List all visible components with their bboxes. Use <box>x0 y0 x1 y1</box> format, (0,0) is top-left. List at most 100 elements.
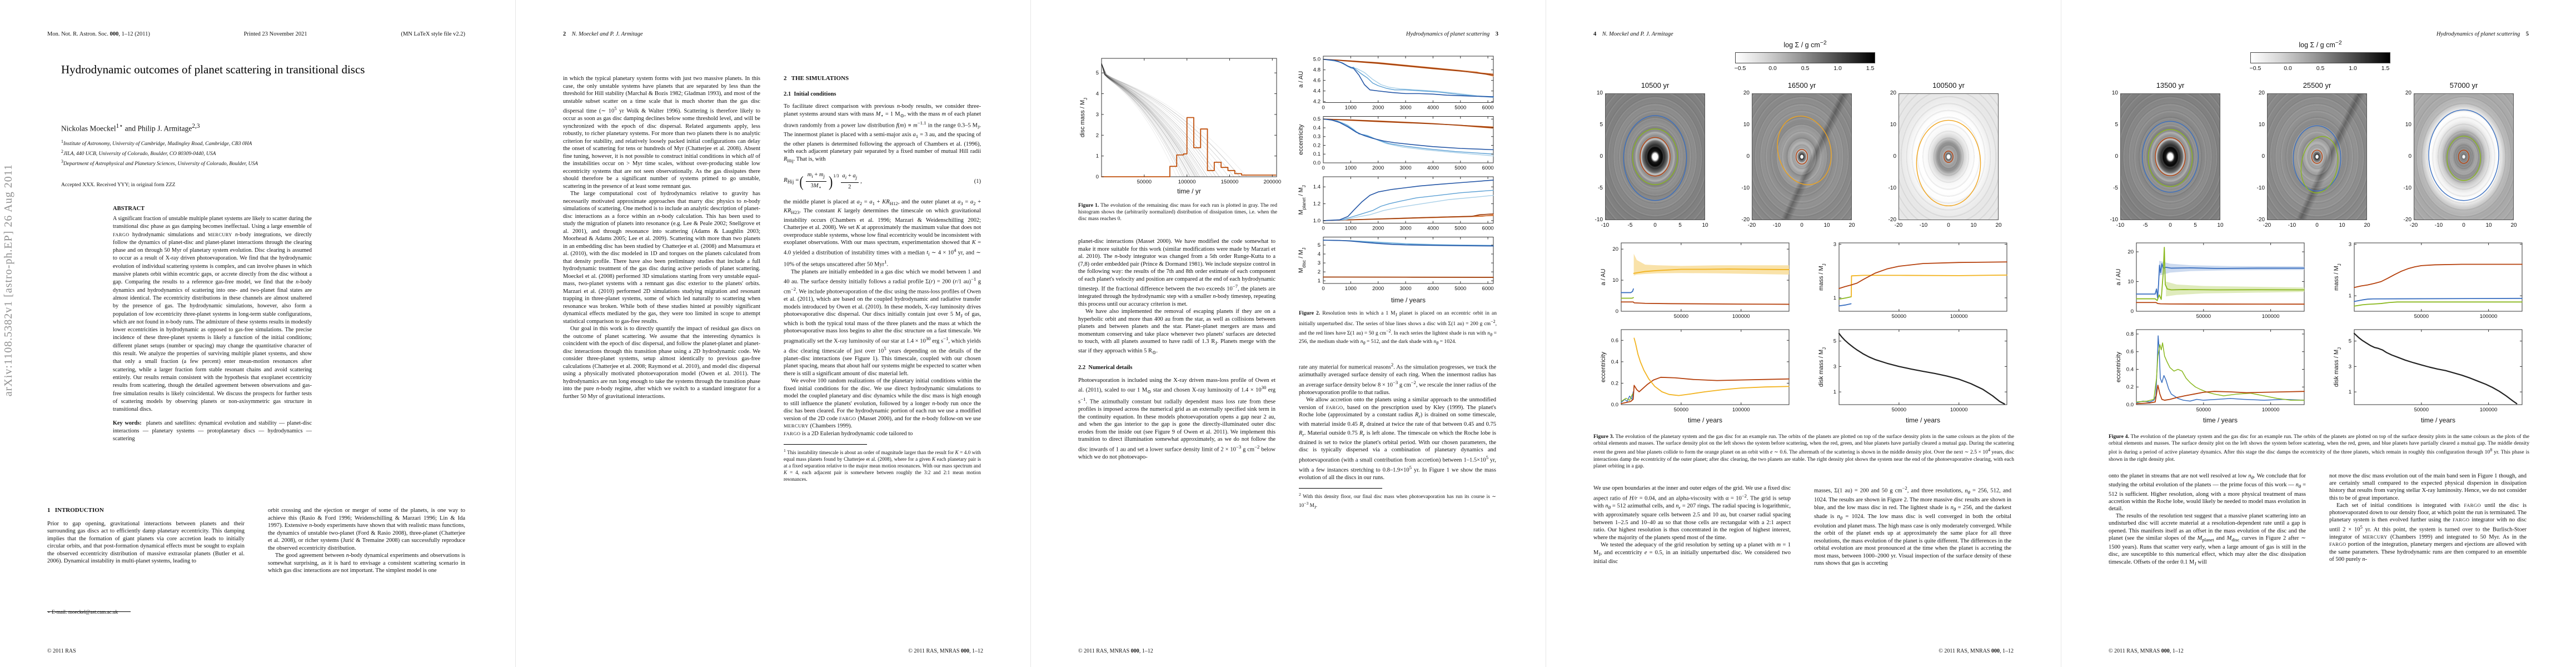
x-tick-label: 100000 <box>2262 407 2280 413</box>
y-tick-label: -10 <box>1595 217 1603 223</box>
disc-mass-run-curve <box>1101 63 1202 177</box>
series-line <box>1323 58 1494 97</box>
y-tick-label: -20 <box>1888 217 1896 223</box>
y-tick-label: 10 <box>1612 277 1618 283</box>
colorbar-tick-label: 1.0 <box>1833 65 1842 72</box>
y-tick-label: 4 <box>1318 251 1321 257</box>
colorbar-tick-label: 1.5 <box>2381 65 2390 72</box>
series-line <box>1323 213 1494 221</box>
y-tick-label: 20 <box>1612 246 1618 252</box>
colorbar-gradient <box>2250 52 2390 64</box>
disc-mass-run-curve <box>1101 63 1199 177</box>
footnote: 2 With this density floor, our final dis… <box>1299 492 1496 510</box>
y-tick-label: 0 <box>2115 153 2118 160</box>
colorbar-tick-label: 0.0 <box>1768 65 1777 72</box>
surface-density-colorbar: log Σ / g cm−2 −0.5 0.0 0.5 1.0 1.5 <box>2226 40 2415 73</box>
paper-title: Hydrodynamic outcomes of planet scatteri… <box>61 63 365 76</box>
colorbar-title: log Σ / g cm−2 <box>2299 40 2342 49</box>
figure-4-caption: Figure 4. The evolution of the planetary… <box>2109 434 2529 462</box>
series-line <box>2136 247 2305 301</box>
x-tick-label: 100000 <box>1732 313 1750 320</box>
y-tick-label: 20 <box>1890 90 1896 96</box>
figure-3-disk-mass-chart: 50000 100000 1 3 5 disk mass / MJ time / years <box>1817 327 2011 425</box>
keywords: Key words: planets and satellites: dynam… <box>113 420 312 442</box>
density-panel-title: 25500 yr <box>2303 81 2331 89</box>
disc-mass-run-curve <box>1101 63 1247 177</box>
x-tick-label: -20 <box>1747 222 1756 228</box>
y-tick-label: 10 <box>1743 122 1750 128</box>
disc-mass-run-curve <box>1101 63 1193 177</box>
orbit-overlay <box>2428 109 2499 201</box>
x-tick-label: 6000 <box>1482 165 1494 171</box>
surface-density-image <box>1605 93 1705 220</box>
column-left: We use open boundaries at the inner and … <box>1593 485 1791 566</box>
planet-orbit <box>1777 116 1832 186</box>
x-tick-label: -10 <box>2288 222 2296 228</box>
y-axis-label: Mplanet / MJ <box>1298 185 1307 215</box>
x-tick-label: 2000 <box>1372 105 1384 111</box>
authors: Nickolas Moeckel1⋆ and Philip J. Armitag… <box>61 123 200 133</box>
running-header: Hydrodynamics of planet scattering 5 <box>2436 31 2529 37</box>
disc-mass-run-curve <box>1101 63 1213 177</box>
y-tick-label: 10 <box>1890 122 1896 128</box>
plot-box <box>1323 116 1494 163</box>
x-tick-label: 50000 <box>1137 179 1152 185</box>
chart-svg: 0 1000 2000 3000 4000 5000 60004.24.44.64.85.0… <box>1298 56 1494 304</box>
chart-svg: 50000 100000 1 3 5 disk mass / MJ time / years <box>2333 329 2523 424</box>
series-line <box>1323 240 1494 247</box>
surface-density-image <box>1899 93 1999 220</box>
chart-svg: 50000 100000 1 3 5 disk mass / MJ time / years <box>1818 329 2007 424</box>
y-tick-label: 3 <box>1318 260 1321 266</box>
planet-orbit <box>1640 137 1671 177</box>
x-tick-label: 50000 <box>2414 407 2429 413</box>
orbit-overlay <box>1916 120 1981 207</box>
dateline: Accepted XXX. Received YYY; in original … <box>61 182 176 188</box>
page-4: 4 N. Moeckel and P. J. Armitage log Σ / … <box>1546 0 2061 667</box>
plot-box <box>1323 176 1494 223</box>
x-axis-label: time / years <box>2421 416 2455 424</box>
column-left: in which the typical planetary system fo… <box>563 75 760 400</box>
y-tick-label: 10 <box>2258 122 2265 128</box>
y-tick-label: 0.6 <box>1611 337 1618 344</box>
x-tick-label: 1000 <box>1345 165 1357 171</box>
disc-mass-run-curve <box>1101 63 1224 177</box>
chart-svg: 50000 100000 0.0 0.2 0.4 0.6 0.8 eccentricity ti… <box>2115 329 2305 424</box>
density-panel-title: 13500 yr <box>2156 81 2185 89</box>
x-tick-label: 100000 <box>2480 313 2498 320</box>
abstract-text: A significant fraction of unstable multi… <box>113 216 312 413</box>
orbit-overlay <box>1623 115 1687 201</box>
series-line <box>1621 288 1634 293</box>
x-tick-label: 0 <box>2315 222 2319 228</box>
series-line <box>1633 268 1790 274</box>
plot-box <box>1621 242 1790 312</box>
x-tick-label: -10 <box>2434 222 2443 228</box>
running-header: 2 N. Moeckel and P. J. Armitage <box>563 31 643 37</box>
x-tick-label: 10 <box>2485 222 2492 228</box>
y-tick-label: 0.8 <box>2126 331 2134 337</box>
colorbar-tick-label: 0.0 <box>2284 65 2292 72</box>
y-tick-label: -5 <box>2113 185 2118 191</box>
y-tick-label: 0.5 <box>1313 116 1321 122</box>
plot-box <box>1838 329 2007 405</box>
y-tick-label: 0.0 <box>1611 402 1618 408</box>
y-axis-label: a / AU <box>2115 268 2122 285</box>
paragraph: rate any material for numerical reasons2… <box>1299 362 1496 396</box>
y-tick-label: 3 <box>2349 364 2351 370</box>
page-3: Hydrodynamics of planet scattering 3 500… <box>1030 0 1546 667</box>
figure-3-planet-mass-chart: 50000 100000 1 3 mass / MJ <box>1817 240 2011 322</box>
x-tick-label: -10 <box>1772 222 1781 228</box>
y-tick-label: 0 <box>1096 174 1099 180</box>
disc-mass-run-curve <box>1101 63 1198 177</box>
x-tick-label: -20 <box>1894 222 1903 228</box>
x-tick-label: 10 <box>2217 222 2224 228</box>
x-axis-label: time / years <box>1906 416 1940 424</box>
footnote-rule <box>47 611 131 612</box>
section-heading: 2 THE SIMULATIONS <box>784 75 849 82</box>
y-tick-label: 4.6 <box>1313 78 1321 84</box>
y-tick-label: 0.2 <box>1611 380 1618 386</box>
journal-header: Mon. Not. R. Astron. Soc. 000, 1–12 (201… <box>47 31 465 37</box>
page-1: arXiv:1108.5382v1 [astro-ph.EP] 26 Aug 2… <box>0 0 515 667</box>
y-axis-label: disc mass / MJ <box>1079 98 1088 137</box>
density-map-13500yr: 13500 yr -10 -10 -5 -5 0 0 5 5 10 10 <box>2100 81 2229 232</box>
y-tick-label: 1.0 <box>1313 218 1321 224</box>
